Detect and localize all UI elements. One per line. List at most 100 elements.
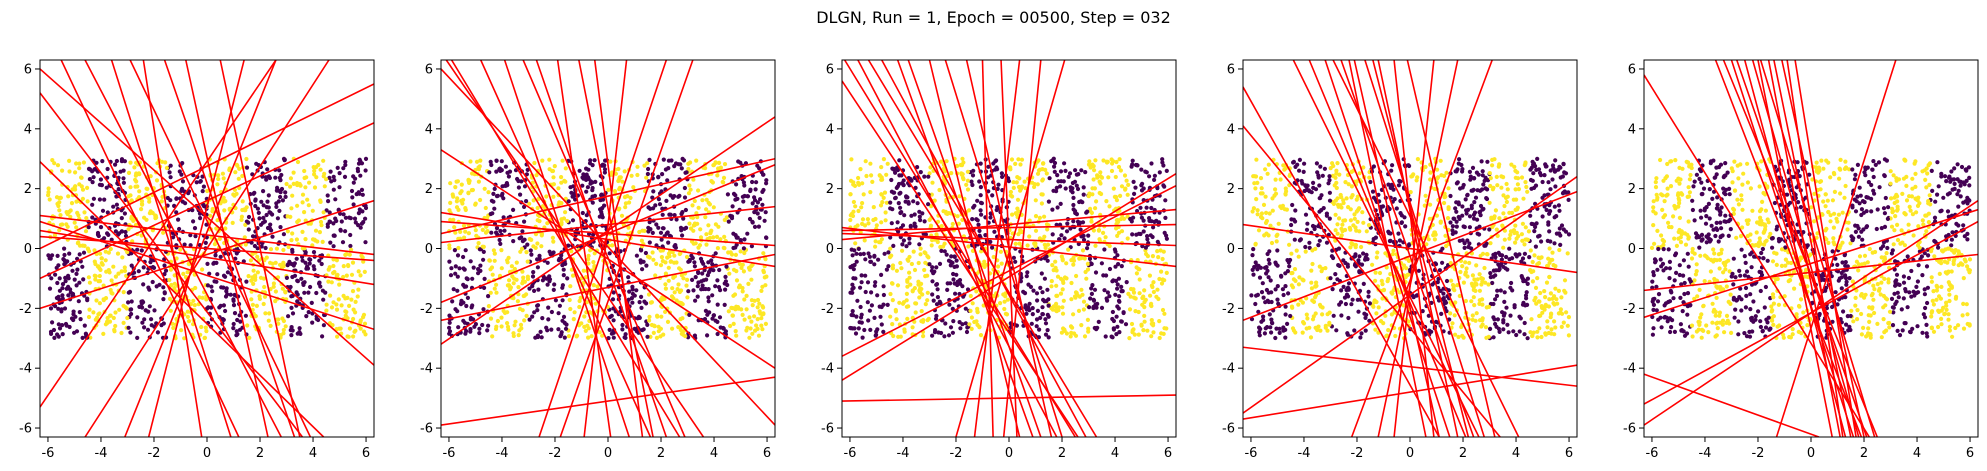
data-point [585,175,591,180]
data-point [1017,241,1022,246]
data-point [741,246,747,251]
data-point [1104,160,1110,165]
data-point [203,240,208,245]
data-point [291,181,296,186]
data-point [926,202,931,207]
data-point [666,166,671,171]
data-point [168,308,173,313]
data-point [1507,257,1512,262]
data-point [1025,243,1030,248]
data-point [884,267,890,272]
data-point [599,163,605,168]
data-point [290,311,296,316]
data-point [660,297,665,302]
data-point [1142,313,1147,318]
data-point [1079,256,1084,261]
y-tick-label: -2 [420,302,433,317]
data-point [261,301,266,307]
data-point [60,323,65,328]
data-point [486,294,491,299]
data-point [68,214,73,219]
data-point [448,273,454,278]
data-point [679,273,684,278]
data-point [1085,261,1090,266]
data-point [312,237,317,242]
data-point [1164,270,1169,275]
data-point [1320,173,1325,178]
data-point [679,301,684,306]
data-point [862,327,867,333]
data-point [1149,334,1154,339]
data-point [221,195,226,200]
data-point [177,169,182,174]
data-point [1488,241,1493,246]
data-point [235,238,240,243]
data-point [950,221,955,227]
data-point [1127,336,1132,341]
data-point [996,182,1001,187]
data-point [307,180,312,185]
data-point [531,198,536,203]
data-point [1479,324,1484,329]
data-point [257,294,262,299]
data-point [868,259,873,264]
data-point [1045,287,1050,292]
data-point [1397,238,1402,243]
data-point [1136,332,1141,337]
data-point [1304,326,1309,331]
data-point [150,279,155,285]
data-point [255,254,260,259]
data-point [112,327,117,332]
data-point [705,333,710,338]
data-point [1094,199,1099,204]
data-point [355,294,360,299]
data-point [1008,193,1013,198]
data-point [929,243,934,248]
data-point [294,237,299,242]
y-tick-label: -2 [19,302,32,317]
data-point [531,270,536,275]
data-point [348,232,353,238]
data-point [60,286,65,291]
data-point [764,235,769,240]
data-point [1367,318,1372,323]
data-point [505,170,510,175]
data-point [1043,245,1048,250]
data-point [126,290,131,295]
data-point [1089,219,1094,224]
data-point [453,271,458,276]
data-point [1084,276,1089,281]
data-point [967,322,972,327]
data-point [205,188,210,194]
data-point [636,314,642,319]
data-point [125,315,130,321]
data-point [1067,171,1073,176]
data-point [1115,233,1120,238]
data-point [878,314,883,319]
boundary-line [163,60,296,437]
data-point [448,181,453,186]
data-point [291,170,296,175]
data-point [1057,237,1062,242]
data-point [518,249,523,254]
data-point [860,221,865,226]
data-point [571,273,576,278]
data-point [462,235,467,240]
data-point [1163,198,1168,203]
data-point [1475,231,1480,236]
data-point [930,265,935,270]
data-point [222,199,227,204]
data-point [1049,284,1054,289]
data-point [704,232,709,237]
data-point [312,267,317,272]
data-point [637,300,642,305]
data-point [67,209,72,215]
data-point [1072,294,1078,299]
data-point [485,229,490,234]
data-point [742,297,747,302]
data-point [242,235,247,240]
data-point [481,307,486,312]
data-point [897,300,902,305]
data-point [290,249,295,254]
data-point [882,251,887,256]
